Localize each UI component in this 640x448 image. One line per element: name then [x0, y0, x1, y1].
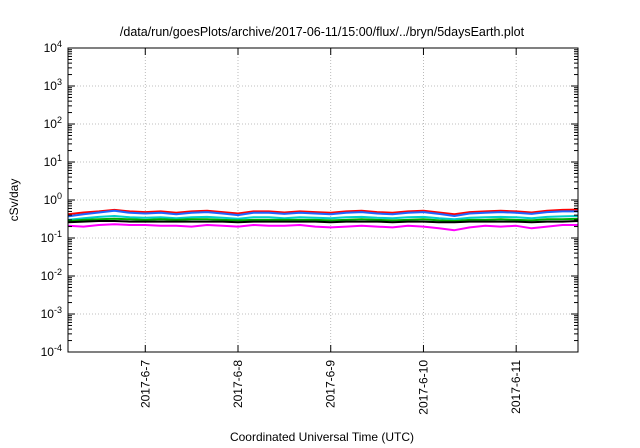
- x-tick-label: 2017-6-10: [416, 360, 430, 415]
- series-line-3: [67, 215, 579, 221]
- x-tick-label: 2017-6-9: [324, 360, 338, 408]
- y-tick-label: 103: [44, 77, 62, 93]
- y-tick-label: 104: [44, 39, 62, 55]
- y-tick-label: 101: [44, 153, 62, 169]
- y-tick-label: 100: [44, 191, 62, 207]
- series-group: [67, 208, 579, 232]
- y-axis: 10-4 10-3 10-2 10-1 100 101 102 103 104: [41, 39, 578, 359]
- grid: [68, 48, 578, 352]
- x-tick-label: 2017-6-11: [509, 360, 523, 414]
- y-tick-label: 102: [44, 115, 62, 131]
- y-tick-label: 10-2: [41, 267, 62, 283]
- series-line-6: [67, 223, 578, 232]
- x-axis: 2017-6-7 2017-6-8 2017-6-9 2017-6-10 2017-6-…: [138, 48, 523, 415]
- x-tick-label: 2017-6-8: [231, 360, 245, 408]
- series-line-4: [67, 217, 579, 222]
- y-tick-label: 10-4: [41, 343, 62, 359]
- chart-title: /data/run/goesPlots/archive/2017-06-11/1…: [120, 25, 525, 39]
- y-tick-label: 10-3: [41, 305, 62, 321]
- y-axis-label: cSv/day: [7, 179, 21, 222]
- x-axis-label: Coordinated Universal Time (UTC): [230, 430, 414, 444]
- series-line-2: [67, 209, 578, 218]
- series-line-1: [67, 208, 579, 216]
- series-line-5: [67, 220, 579, 224]
- x-tick-label: 2017-6-7: [138, 360, 152, 408]
- y-tick-label: 10-1: [41, 229, 62, 245]
